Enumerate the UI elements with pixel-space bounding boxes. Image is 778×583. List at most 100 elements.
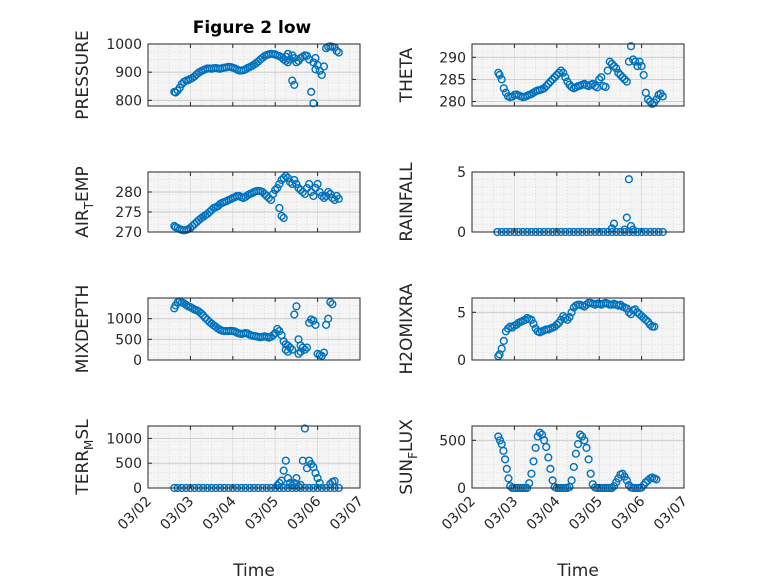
data-point	[597, 73, 606, 82]
data-point	[279, 173, 288, 183]
data-points	[494, 42, 667, 108]
data-point	[605, 57, 614, 66]
data-point	[285, 343, 295, 352]
data-point	[658, 92, 667, 101]
data-point	[499, 336, 508, 346]
y-tick-label: 280	[439, 95, 466, 111]
data-point	[311, 53, 320, 63]
y-tick-label: 900	[115, 65, 142, 81]
data-point	[326, 298, 335, 307]
data-point	[641, 315, 650, 325]
data-point	[631, 57, 640, 66]
data-points	[170, 171, 343, 235]
data-point	[601, 82, 610, 92]
data-point	[313, 179, 322, 189]
data-point	[281, 171, 290, 181]
subplot-4: 5 0 RAINFALL	[397, 162, 685, 242]
data-point	[635, 57, 644, 66]
data-point	[311, 469, 320, 478]
x-tick-label: 03/02	[115, 494, 155, 534]
data-point	[334, 48, 343, 57]
data-point	[565, 313, 574, 322]
data-point	[292, 474, 301, 483]
gridlines	[471, 171, 685, 233]
x-tick-label: 03/07	[651, 494, 691, 534]
y-axis-label: H2OMIXRA	[397, 283, 417, 374]
data-point	[624, 175, 634, 184]
data-point	[311, 320, 320, 330]
y-axis-label: RAINFALL	[397, 162, 417, 242]
y-axis-label: MIXDEPTH	[73, 285, 93, 374]
data-point	[281, 345, 290, 354]
data-point	[637, 61, 646, 71]
subplot-5: 1000 500 0 MIXDEPTH	[73, 285, 361, 374]
data-point	[273, 324, 282, 334]
data-point	[334, 194, 343, 203]
x-axis-label: Time	[232, 561, 275, 581]
data-point	[499, 446, 508, 455]
y-tick-label: 0	[133, 481, 142, 497]
data-point	[269, 189, 278, 199]
data-point	[281, 456, 290, 465]
data-point	[639, 70, 648, 80]
axes-box	[147, 297, 361, 361]
axes-box	[471, 43, 685, 107]
data-point	[300, 345, 310, 354]
data-point	[542, 442, 551, 452]
y-axis-label: PRESSURE	[73, 30, 93, 119]
data-point	[529, 319, 538, 328]
data-point	[309, 191, 318, 201]
data-point	[573, 440, 583, 449]
y-tick-label: 800	[115, 93, 142, 109]
subplot-3: 280 275 270 AIRTEMP	[73, 166, 361, 241]
data-point	[501, 455, 510, 464]
data-point	[290, 175, 299, 185]
data-point	[275, 179, 284, 189]
data-point	[283, 49, 293, 59]
data-point	[319, 62, 329, 71]
data-point	[620, 75, 629, 84]
data-point	[311, 65, 320, 74]
data-point	[285, 478, 295, 488]
data-point	[529, 457, 538, 466]
data-point	[539, 84, 549, 93]
data-point	[302, 343, 312, 352]
data-point	[624, 308, 634, 317]
data-point	[561, 313, 570, 323]
data-point	[494, 432, 503, 441]
data-point	[652, 95, 661, 104]
y-tick-label: 5	[457, 165, 466, 181]
data-point	[542, 81, 551, 91]
data-point	[319, 193, 329, 203]
data-point	[622, 213, 631, 222]
data-point	[569, 462, 578, 472]
data-point	[535, 428, 544, 437]
axes-box	[147, 171, 361, 233]
data-point	[628, 225, 638, 234]
data-point	[616, 70, 625, 80]
data-point	[571, 449, 581, 458]
data-point	[279, 213, 288, 223]
axes-box	[471, 171, 685, 233]
data-point	[269, 331, 278, 340]
x-tick-label: 03/03	[481, 494, 521, 534]
data-point	[527, 315, 536, 325]
data-point	[317, 70, 326, 80]
data-point	[546, 77, 555, 86]
data-point	[499, 84, 508, 93]
data-point	[559, 68, 568, 77]
x-tick-label: 03/02	[439, 494, 479, 534]
subplot-grid: 1000 900 800 PRESSURE 290 285 280 THETA 280 275 27…	[73, 30, 691, 581]
data-point	[319, 348, 329, 357]
y-tick-label: 0	[133, 353, 142, 369]
data-point	[292, 179, 301, 189]
y-axis-label: TERRMSL	[73, 419, 96, 496]
x-tick-label: 03/03	[157, 494, 197, 534]
data-point	[633, 61, 642, 71]
data-point	[582, 443, 591, 453]
data-point	[315, 478, 324, 488]
y-tick-label: 270	[115, 225, 142, 241]
data-point	[502, 464, 511, 474]
data-point	[595, 75, 604, 84]
